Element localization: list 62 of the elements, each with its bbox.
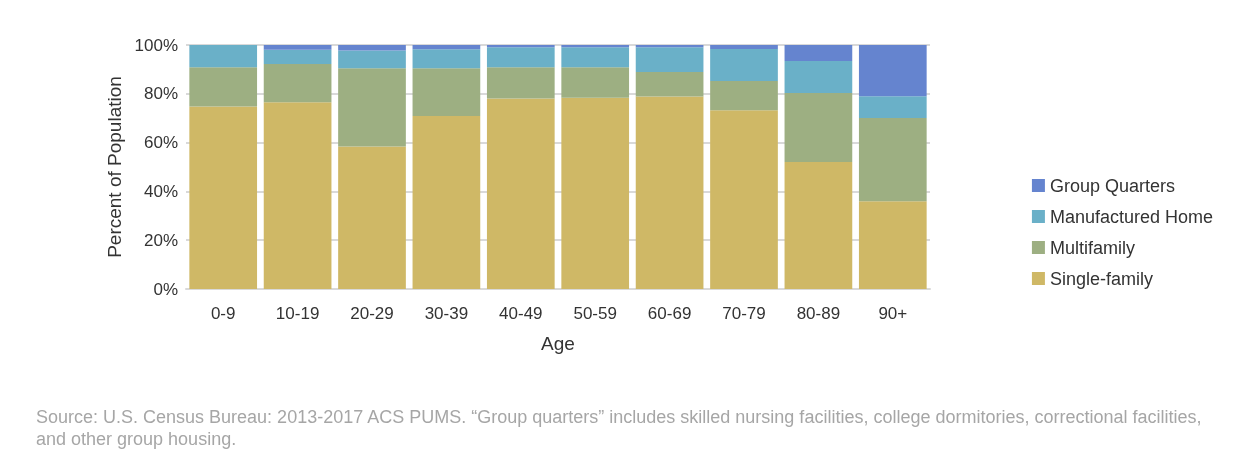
bar [710,110,778,289]
bar [635,47,704,73]
x-tick-label: 70-79 [722,304,766,323]
bar [338,50,406,69]
bar [635,72,704,97]
bar [338,146,406,289]
legend-label: Group Quarters [1049,175,1175,196]
x-tick-label: 40-49 [499,304,543,323]
x-tick-label: 0-9 [210,304,236,323]
bar [486,67,555,99]
bar [263,49,332,65]
bar [858,96,927,118]
bar [189,67,258,107]
bar [412,68,481,116]
bar [710,45,778,49]
x-tick-label: 60-69 [647,304,692,323]
bar [561,67,630,98]
bar [784,93,853,162]
bar [412,49,481,69]
y-tick-label: 60% [143,133,178,153]
bar [858,201,927,289]
bar [412,45,481,50]
x-tick-label: 80-89 [796,304,841,323]
bar [635,96,704,289]
bar [858,117,927,202]
bar [338,45,406,51]
bar [561,47,630,68]
bar [486,45,555,48]
bar [189,45,258,68]
bar [263,45,332,50]
x-tick-label: 90+ [878,304,908,323]
source-note: Source: U.S. Census Bureau: 2013-2017 ACS PUMS. “Group quarters” includes skilled nursing facilities, college dormitories, correctional facilities, and other group housing. [36,407,1207,449]
x-tick-label: 50-59 [573,304,617,323]
bar [412,116,481,289]
x-tick-label: 30-39 [424,304,469,323]
bar [710,81,778,111]
bar [858,45,927,97]
bar [486,47,555,68]
bar [486,98,555,289]
x-tick-label: 20-29 [350,304,394,323]
bar [784,45,853,62]
legend-label: Single-family [1049,268,1153,289]
y-tick-label: 20% [143,230,178,250]
x-tick-label: 10-19 [275,304,320,323]
bar [338,68,406,147]
bar [189,106,258,289]
y-tick-label: 40% [143,181,178,201]
bar [263,102,332,289]
x-axis-title: Age [541,333,575,354]
bar [784,161,853,289]
y-tick-label: 80% [143,84,178,104]
legend-label: Manufactured Home [1049,206,1214,227]
bar [561,97,630,289]
y-tick-label: 100% [134,35,178,55]
bar [635,45,704,48]
bar [263,64,332,103]
y-tick-label: 0% [153,279,178,299]
bar [784,61,853,94]
y-axis-title: Percent of Population [103,76,125,258]
bar [561,45,630,48]
legend-label: Multifamily [1049,237,1135,258]
bar [710,48,778,82]
